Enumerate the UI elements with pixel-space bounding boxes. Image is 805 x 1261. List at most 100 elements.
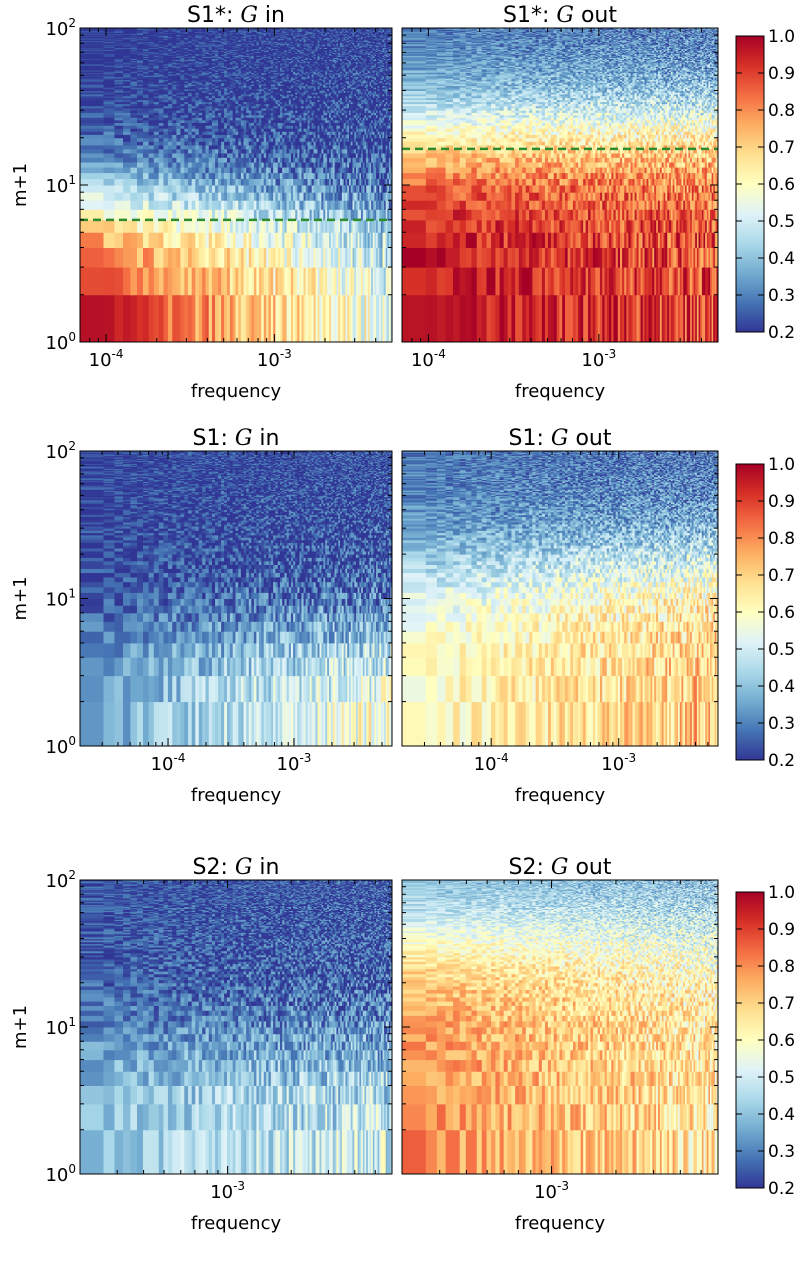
heatmap-cell — [180, 200, 184, 210]
heatmap-cell — [218, 134, 222, 138]
heatmap-cell — [205, 220, 209, 233]
heatmap-cell — [114, 128, 123, 132]
heatmap-cell — [149, 157, 155, 162]
heatmap-cell — [199, 157, 203, 162]
heatmap-cell — [202, 185, 206, 193]
heatmap-cell — [149, 267, 155, 295]
heatmap-cell — [180, 295, 184, 343]
heatmap-cell — [137, 125, 144, 128]
heatmap-cell — [180, 128, 184, 132]
heatmap-cell — [159, 192, 164, 201]
heatmap-cell — [104, 153, 115, 158]
heatmap-cell — [202, 145, 206, 149]
heatmap-cell — [159, 157, 164, 162]
heatmap-cell — [212, 134, 216, 138]
heatmap-cell — [159, 232, 164, 248]
heatmap-cell — [184, 173, 188, 179]
heatmap-cell — [224, 232, 227, 248]
heatmap-cell — [163, 138, 168, 142]
heatmap-cell — [209, 145, 213, 149]
heatmap-cell — [180, 134, 184, 138]
heatmap-cell — [80, 125, 104, 128]
heatmap-cell — [154, 179, 159, 186]
heatmap-cell — [188, 232, 192, 248]
heatmap-cell — [137, 200, 144, 210]
heatmap-cell — [149, 153, 155, 158]
heatmap-cell — [159, 220, 164, 233]
heatmap-cell — [168, 145, 173, 149]
heatmap-cell — [215, 128, 219, 132]
heatmap-cell — [80, 200, 104, 210]
heatmap-cell — [184, 128, 188, 132]
heatmap-cell — [104, 267, 115, 295]
heatmap-cell — [221, 153, 224, 158]
heatmap-cell — [205, 232, 209, 248]
heatmap-cell — [192, 267, 196, 295]
heatmap-cell — [215, 295, 219, 343]
heatmap-cell — [205, 153, 209, 158]
heatmap-cell — [192, 134, 196, 138]
heatmap-cell — [168, 295, 173, 343]
heatmap-cell — [199, 125, 203, 128]
heatmap-cell — [168, 141, 173, 145]
heatmap-cell — [209, 192, 213, 201]
heatmap-cell — [192, 220, 196, 233]
heatmap-cell — [114, 232, 123, 248]
heatmap-cell — [215, 173, 219, 179]
heatmap-cell — [143, 185, 149, 193]
heatmap-cell — [176, 167, 181, 173]
heatmap-cell — [114, 200, 123, 210]
heatmap-cell — [143, 141, 149, 145]
heatmap-cell — [205, 247, 209, 267]
heatmap-cell — [184, 125, 188, 128]
heatmap-cell — [202, 173, 206, 179]
heatmap-cell — [202, 247, 206, 267]
heatmap-cell — [209, 267, 213, 295]
heatmap-cell — [104, 179, 115, 186]
heatmap-cell — [199, 220, 203, 233]
heatmap-cell — [224, 167, 227, 173]
heatmap-cell — [212, 167, 216, 173]
heatmap-cell — [224, 220, 227, 233]
heatmap-cell — [104, 295, 115, 343]
heatmap-cell — [176, 157, 181, 162]
heatmap-cell — [188, 157, 192, 162]
heatmap-cell — [137, 179, 144, 186]
heatmap-cell — [180, 267, 184, 295]
heatmap-cell — [130, 192, 137, 201]
heatmap-cell — [123, 167, 131, 173]
heatmap-cell — [172, 200, 177, 210]
heatmap-cell — [130, 134, 137, 138]
heatmap-cell — [212, 157, 216, 162]
heatmap-cell — [180, 157, 184, 162]
heatmap-cell — [130, 157, 137, 162]
heatmap-cell — [192, 138, 196, 142]
heatmap-cell — [202, 232, 206, 248]
heatmap-cell — [180, 162, 184, 168]
heatmap-cell — [163, 267, 168, 295]
heatmap-cell — [180, 149, 184, 154]
heatmap-cell — [154, 145, 159, 149]
heatmap-cell — [184, 167, 188, 173]
heatmap-cell — [224, 149, 227, 154]
heatmap-cell — [221, 200, 224, 210]
heatmap-cell — [80, 131, 104, 135]
heatmap-cell — [215, 185, 219, 193]
heatmap-cell — [199, 185, 203, 193]
heatmap-cell — [137, 220, 144, 233]
heatmap-cell — [199, 179, 203, 186]
heatmap-cell — [172, 179, 177, 186]
heatmap-cell — [188, 173, 192, 179]
heatmap-cell — [172, 153, 177, 158]
heatmap-cell — [202, 267, 206, 295]
heatmap-cell — [188, 145, 192, 149]
heatmap-cell — [192, 125, 196, 128]
heatmap-cell — [195, 131, 199, 135]
heatmap-cell — [104, 145, 115, 149]
heatmap-cell — [104, 131, 115, 135]
heatmap-cell — [199, 247, 203, 267]
heatmap-cell — [192, 149, 196, 154]
heatmap-cell — [168, 220, 173, 233]
heatmap-cell — [104, 157, 115, 162]
heatmap-cell — [104, 128, 115, 132]
